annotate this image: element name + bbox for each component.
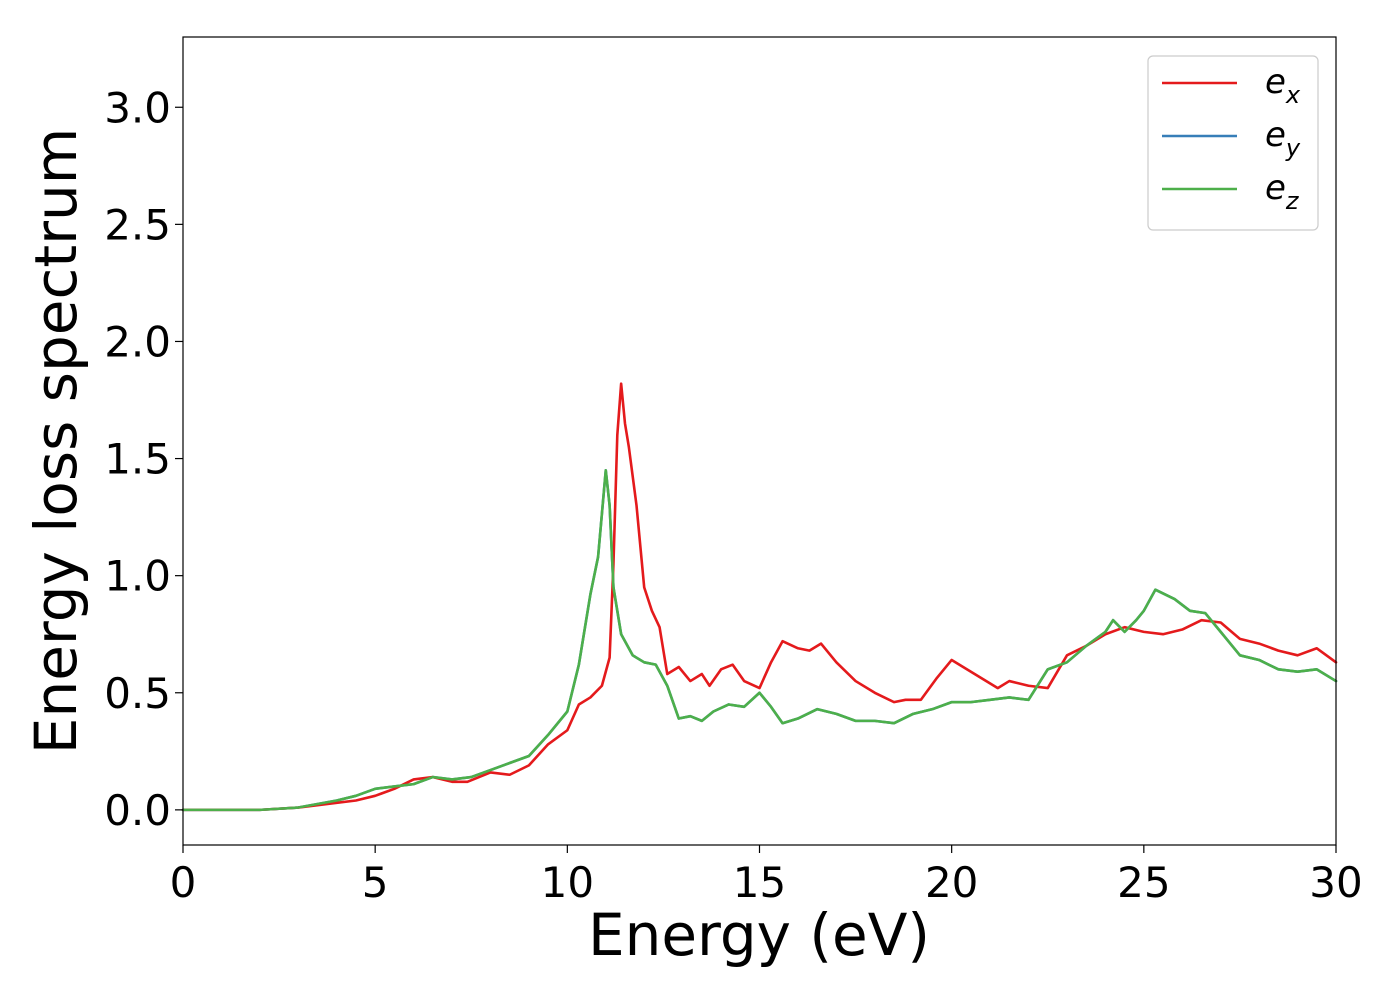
y-tick-label: 1.0 (104, 552, 171, 601)
x-axis-label: Energy (eV) (588, 901, 930, 969)
x-tick-label: 0 (170, 858, 197, 907)
x-axis-ticks: 0 5 10 15 20 25 30 (170, 845, 1363, 907)
y-tick-label: 2.0 (104, 317, 171, 366)
x-tick-label: 20 (925, 858, 978, 907)
x-tick-label: 5 (362, 858, 389, 907)
x-tick-label: 30 (1309, 858, 1362, 907)
y-axis-label: Energy loss spectrum (22, 128, 90, 754)
legend-subscript: z (1285, 187, 1300, 215)
legend-subscript: x (1285, 81, 1301, 109)
y-tick-label: 0.5 (104, 669, 171, 718)
y-axis-ticks: 0.0 0.5 1.0 1.5 2.0 2.5 3.0 (104, 83, 183, 835)
y-tick-label: 1.5 (104, 435, 171, 484)
legend-subscript: y (1285, 134, 1301, 162)
series-line-z (181, 468, 1338, 812)
series-layer (181, 382, 1338, 812)
series-line-x (181, 382, 1338, 812)
y-tick-label: 2.5 (104, 200, 171, 249)
x-tick-label: 15 (733, 858, 786, 907)
y-tick-label: 0.0 (104, 786, 171, 835)
x-tick-label: 25 (1117, 858, 1170, 907)
series-line-y (181, 468, 1338, 812)
x-tick-label: 10 (541, 858, 594, 907)
legend-box (1147, 55, 1319, 231)
y-tick-label: 3.0 (104, 83, 171, 132)
